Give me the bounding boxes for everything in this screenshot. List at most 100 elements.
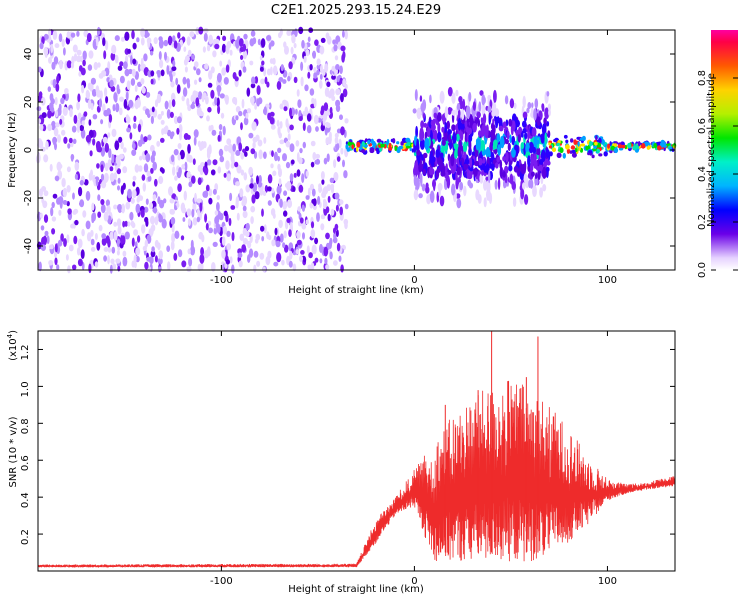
spectrogram-cell — [197, 91, 203, 100]
spectrogram-cell — [239, 233, 245, 241]
spectrogram-cell — [150, 215, 155, 225]
spectrogram-cell — [522, 128, 527, 134]
spectrogram-cell — [60, 97, 65, 105]
spectrogram-cell — [482, 113, 487, 125]
spectrogram-cell — [48, 260, 54, 266]
spectrogram-cell — [296, 239, 302, 246]
spectrogram-cell — [145, 198, 149, 205]
spectrogram-cell — [462, 141, 468, 153]
spectrogram-cell — [85, 91, 91, 99]
spectrogram-cell — [69, 108, 73, 118]
spectrogram-cell — [534, 178, 539, 186]
snr-line — [38, 380, 675, 569]
spectrogram-cell — [143, 163, 149, 173]
spectrogram-cell — [249, 38, 255, 47]
spectrogram-cell — [116, 238, 121, 248]
spectrogram-cell — [334, 223, 339, 230]
spectrogram-cell — [208, 188, 213, 197]
spectrogram-cell — [522, 182, 526, 190]
spectrogram-cell — [191, 208, 195, 218]
spectrogram-cell — [159, 59, 164, 69]
spectrogram-cell — [632, 145, 638, 151]
spectrogram-cell — [333, 171, 339, 182]
spectrogram-cell — [322, 200, 328, 210]
spectrogram-cell — [203, 32, 208, 42]
spectrogram-cell — [140, 37, 145, 46]
spectrogram-cell — [214, 216, 220, 225]
spectrogram-cell — [268, 102, 272, 110]
spectrogram-cell — [545, 166, 550, 173]
spectrogram-cell — [79, 179, 84, 186]
spectrogram-cell — [43, 46, 49, 56]
spectrogram-cell — [223, 77, 229, 85]
spectrogram-cell — [284, 45, 289, 55]
spectrogram-cell — [239, 188, 244, 198]
spectrogram-cell — [312, 198, 317, 207]
spectrogram-cell — [114, 165, 118, 171]
spectrogram-cell — [456, 133, 460, 142]
spectrogram-cell — [85, 190, 91, 201]
spectrogram-cell — [174, 205, 177, 211]
spectrogram-cell — [492, 118, 495, 125]
spectrogram-cell — [437, 131, 442, 143]
spectrogram-cell — [296, 89, 300, 97]
spectrogram-cell — [171, 233, 176, 243]
spectrogram-cell — [145, 153, 151, 163]
spectrogram-cell — [275, 240, 281, 248]
spectrogram-cell — [63, 238, 67, 247]
spectrogram-cell — [103, 247, 109, 252]
spectrogram-cell — [253, 151, 258, 159]
spectrogram-cell — [249, 60, 254, 66]
spectrogram-cell — [563, 134, 568, 139]
spectrogram-cell — [287, 123, 291, 134]
spectrogram-cell — [492, 132, 496, 140]
spectrogram-cell — [76, 101, 80, 111]
spectrogram-cell — [55, 110, 59, 118]
spectrogram-cell — [308, 252, 313, 259]
spectrogram-cell — [312, 204, 317, 211]
spectrogram-cell — [343, 170, 348, 179]
spectrogram-cell — [326, 122, 331, 129]
spectrogram-cell — [85, 134, 91, 143]
spectrogram-y-tick-label: 40 — [23, 48, 34, 61]
spectrogram-cell — [101, 233, 107, 239]
spectrogram-cell — [182, 76, 187, 85]
spectrogram-cell — [171, 99, 176, 108]
spectrogram-cell — [95, 36, 99, 47]
spectrogram-cell — [520, 142, 525, 150]
spectrogram-cell — [245, 222, 250, 231]
spectrogram-cell — [439, 159, 443, 171]
spectrogram-cell — [432, 131, 437, 138]
spectrogram-cell — [72, 138, 77, 144]
spectrogram-cell — [355, 146, 359, 152]
spectrogram-cell — [316, 212, 320, 223]
spectrogram-cell — [114, 54, 119, 64]
spectrogram-cell — [250, 148, 256, 155]
spectrogram-cell — [317, 195, 321, 205]
spectrogram-cell — [356, 141, 361, 148]
spectrogram-cell — [522, 120, 527, 128]
spectrogram-cell — [459, 181, 464, 191]
spectrogram-cell — [314, 39, 319, 46]
spectrogram-cell — [306, 125, 312, 134]
spectrogram-cell — [120, 36, 125, 42]
spectrogram-cell — [282, 79, 287, 84]
spectrogram-cell — [221, 249, 226, 259]
spectrogram-cell — [51, 228, 56, 235]
spectrogram-cell — [83, 179, 89, 186]
spectrogram-cell — [296, 230, 301, 239]
spectrogram-cell — [479, 173, 484, 184]
spectrogram-cell — [115, 155, 121, 165]
spectrogram-cell — [333, 260, 338, 266]
spectrogram-cell — [235, 39, 240, 49]
spectrogram-cell — [115, 258, 121, 264]
spectrogram-y-ticks: -40 -20 0 20 40 — [23, 48, 675, 254]
spectrogram-cell — [48, 244, 54, 250]
spectrogram-cell — [167, 35, 173, 46]
spectrogram-cell — [419, 95, 423, 102]
spectrogram-cell — [267, 174, 273, 184]
spectrogram-cell — [219, 213, 224, 221]
spectrogram-cell — [313, 114, 319, 125]
spectrogram-cell — [105, 96, 109, 104]
spectrogram-cell — [198, 26, 204, 35]
